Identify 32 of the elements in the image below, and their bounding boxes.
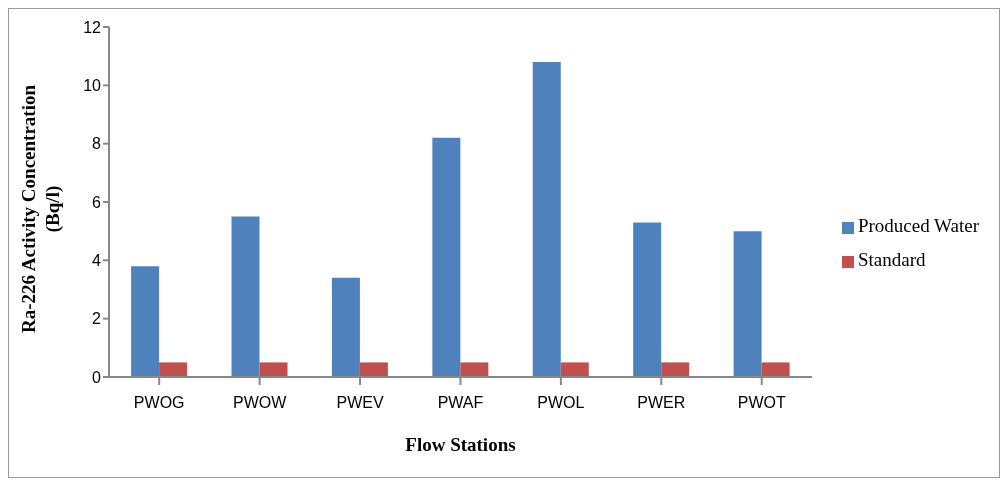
legend-label: Standard: [857, 249, 926, 270]
bar: [331, 277, 360, 377]
legend-label: Produced Water: [857, 215, 979, 236]
x-axis-title: Flow Stations: [405, 434, 516, 455]
y-tick-label: 2: [92, 310, 102, 328]
bar: [532, 62, 561, 377]
x-tick-label: PWOW: [232, 394, 288, 412]
y-tick-label: 6: [92, 193, 102, 211]
bar: [761, 362, 790, 377]
bar: [259, 362, 288, 377]
y-tick-label: 4: [92, 252, 102, 270]
bar: [359, 362, 388, 377]
bar: [231, 216, 260, 377]
bar: [560, 362, 589, 377]
x-tick-label: PWAF: [437, 394, 484, 412]
x-tick-label: PWOT: [737, 394, 786, 412]
bar: [460, 362, 489, 377]
y-tick-label: 0: [92, 368, 102, 386]
x-tick-label: PWEV: [336, 394, 384, 412]
bar: [159, 362, 188, 377]
bar: [432, 137, 461, 377]
bar: [633, 222, 662, 377]
x-tick-label: PWER: [637, 394, 686, 412]
y-tick-label: 10: [83, 77, 102, 95]
bar: [733, 231, 762, 377]
y-tick-label: 8: [92, 135, 102, 153]
bar: [661, 362, 690, 377]
y-tick-label: 12: [83, 18, 102, 36]
x-tick-label: PWOG: [133, 394, 185, 412]
bar: [131, 266, 160, 377]
y-axis-title: Ra-226 Activity Concentration (Bq/l): [18, 84, 64, 334]
x-tick-label: PWOL: [537, 394, 585, 412]
